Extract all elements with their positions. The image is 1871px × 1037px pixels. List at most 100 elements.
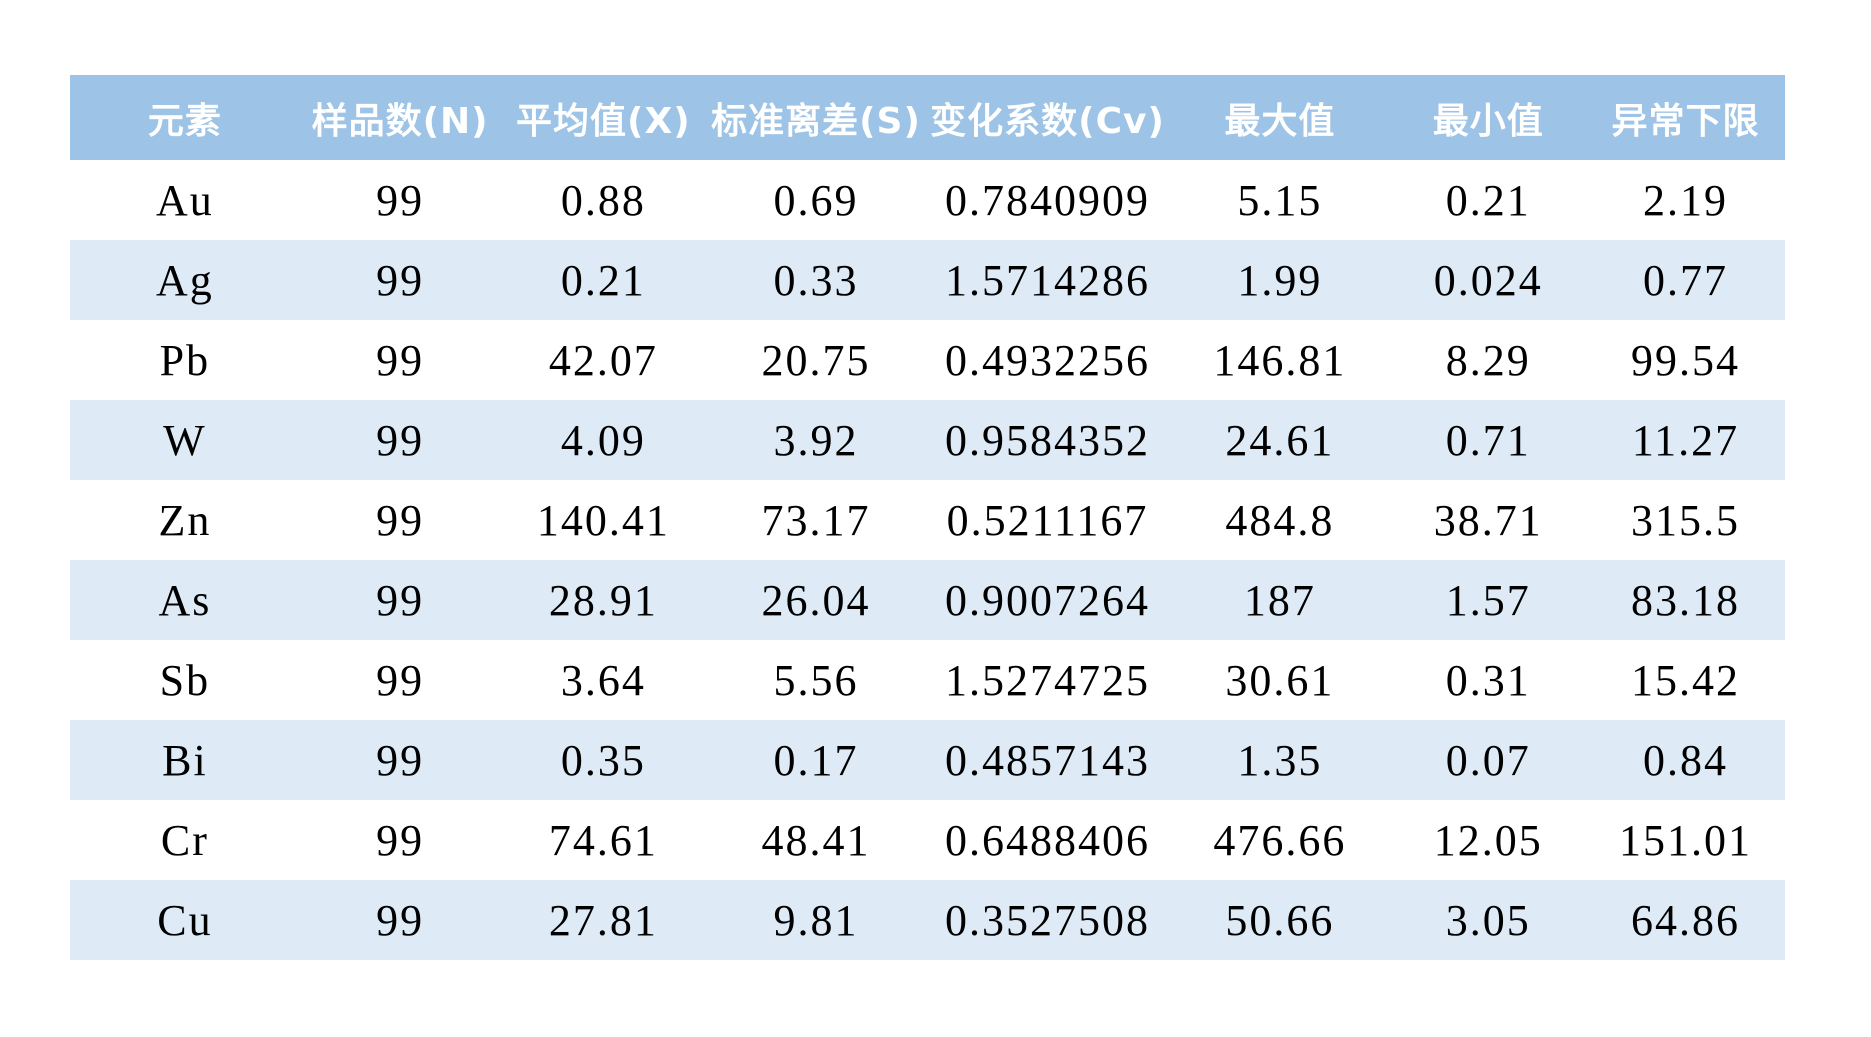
value-cell: 0.6488406 xyxy=(945,815,1150,865)
value-cell: 0.21 xyxy=(1445,175,1531,225)
element-symbol-cell: Bi xyxy=(162,735,208,785)
value-cell: 74.61 xyxy=(548,815,658,865)
value-cell: 0.21 xyxy=(560,255,646,305)
table-row: Zn 99 140.41 73.17 0.5211167 484.8 38.71 315.5 xyxy=(70,480,1785,560)
table-row: Ag 99 0.21 0.33 1.5714286 1.99 0.024 0.77 xyxy=(70,240,1785,320)
column-header-element: 元素 xyxy=(70,75,300,160)
column-header-sample-count: 样品数(N) xyxy=(299,75,501,160)
value-cell: 0.31 xyxy=(1445,655,1531,705)
table-row: Bi 99 0.35 0.17 0.4857143 1.35 0.07 0.84 xyxy=(70,720,1785,800)
value-cell: 0.9007264 xyxy=(945,575,1150,625)
value-cell: 99 xyxy=(376,815,425,865)
element-symbol-cell: Ag xyxy=(156,255,214,305)
value-cell: 27.81 xyxy=(548,895,658,945)
value-cell: 28.91 xyxy=(548,575,658,625)
value-cell: 0.07 xyxy=(1445,735,1531,785)
value-cell: 1.57 xyxy=(1445,575,1531,625)
value-cell: 187 xyxy=(1243,575,1316,625)
value-cell: 0.88 xyxy=(560,175,646,225)
table-body: Au 99 0.88 0.69 0.7840909 5.15 0.21 2.19 Ag 99 0.2… xyxy=(70,160,1785,960)
value-cell: 140.41 xyxy=(536,495,670,545)
value-cell: 0.7840909 xyxy=(945,175,1150,225)
value-cell: 24.61 xyxy=(1225,415,1335,465)
value-cell: 83.18 xyxy=(1631,575,1740,625)
element-statistics-table: 元素 样品数(N) 平均值(X) 标准离差(S) 变化系数(Cv) 最大值 最小… xyxy=(70,75,1785,960)
value-cell: 99.54 xyxy=(1631,335,1740,385)
element-symbol-cell: Pb xyxy=(159,335,211,385)
value-cell: 42.07 xyxy=(548,335,658,385)
value-cell: 11.27 xyxy=(1631,415,1740,465)
value-cell: 99 xyxy=(376,735,425,785)
value-cell: 1.35 xyxy=(1237,735,1323,785)
value-cell: 146.81 xyxy=(1213,335,1347,385)
value-cell: 50.66 xyxy=(1225,895,1335,945)
value-cell: 0.77 xyxy=(1643,255,1728,305)
header-row: 元素 样品数(N) 平均值(X) 标准离差(S) 变化系数(Cv) 最大值 最小… xyxy=(70,75,1785,160)
value-cell: 5.15 xyxy=(1237,175,1323,225)
table-row: Cr 99 74.61 48.41 0.6488406 476.66 12.05 151.01 xyxy=(70,800,1785,880)
value-cell: 476.66 xyxy=(1213,815,1347,865)
value-cell: 4.09 xyxy=(560,415,646,465)
value-cell: 484.8 xyxy=(1225,495,1335,545)
column-header-max: 最大值 xyxy=(1169,75,1391,160)
value-cell: 0.84 xyxy=(1643,735,1728,785)
value-cell: 315.5 xyxy=(1631,495,1740,545)
value-cell: 73.17 xyxy=(761,495,871,545)
element-symbol-cell: Cu xyxy=(157,895,213,945)
value-cell: 15.42 xyxy=(1631,655,1740,705)
element-symbol-cell: As xyxy=(158,575,212,625)
value-cell: 99 xyxy=(376,895,425,945)
value-cell: 3.92 xyxy=(773,415,859,465)
value-cell: 0.33 xyxy=(773,255,859,305)
table-row: Sb 99 3.64 5.56 1.5274725 30.61 0.31 15.42 xyxy=(70,640,1785,720)
value-cell: 99 xyxy=(376,655,425,705)
table-row: Au 99 0.88 0.69 0.7840909 5.15 0.21 2.19 xyxy=(70,160,1785,240)
value-cell: 0.17 xyxy=(773,735,859,785)
value-cell: 48.41 xyxy=(761,815,871,865)
value-cell: 151.01 xyxy=(1619,815,1752,865)
column-header-min: 最小值 xyxy=(1390,75,1586,160)
value-cell: 26.04 xyxy=(761,575,871,625)
value-cell: 38.71 xyxy=(1433,495,1543,545)
value-cell: 3.64 xyxy=(560,655,646,705)
value-cell: 64.86 xyxy=(1631,895,1740,945)
element-symbol-cell: Zn xyxy=(158,495,212,545)
table-row: Cu 99 27.81 9.81 0.3527508 50.66 3.05 64.86 xyxy=(70,880,1785,960)
value-cell: 0.71 xyxy=(1445,415,1531,465)
value-cell: 8.29 xyxy=(1445,335,1531,385)
value-cell: 99 xyxy=(376,415,425,465)
value-cell: 0.35 xyxy=(560,735,646,785)
element-symbol-cell: Sb xyxy=(159,655,211,705)
value-cell: 0.4932256 xyxy=(945,335,1150,385)
value-cell: 12.05 xyxy=(1433,815,1543,865)
value-cell: 0.5211167 xyxy=(946,495,1149,545)
table-row: W 99 4.09 3.92 0.9584352 24.61 0.71 11.27 xyxy=(70,400,1785,480)
value-cell: 0.69 xyxy=(773,175,859,225)
value-cell: 0.024 xyxy=(1433,255,1543,305)
table-row: Pb 99 42.07 20.75 0.4932256 146.81 8.29 99.54 xyxy=(70,320,1785,400)
value-cell: 99 xyxy=(376,495,425,545)
value-cell: 99 xyxy=(376,255,425,305)
element-symbol-cell: Cr xyxy=(160,815,209,865)
table-row: As 99 28.91 26.04 0.9007264 187 1.57 83.18 xyxy=(70,560,1785,640)
value-cell: 3.05 xyxy=(1445,895,1531,945)
value-cell: 99 xyxy=(376,335,425,385)
value-cell: 1.99 xyxy=(1237,255,1323,305)
element-symbol-cell: Au xyxy=(156,175,214,225)
value-cell: 1.5714286 xyxy=(945,255,1150,305)
value-cell: 0.4857143 xyxy=(945,735,1150,785)
column-header-anomaly-lower-limit: 异常下限 xyxy=(1586,75,1785,160)
value-cell: 99 xyxy=(376,175,425,225)
value-cell: 0.3527508 xyxy=(945,895,1150,945)
value-cell: 5.56 xyxy=(773,655,859,705)
value-cell: 1.5274725 xyxy=(945,655,1150,705)
value-cell: 99 xyxy=(376,575,425,625)
column-header-mean: 平均值(X) xyxy=(500,75,707,160)
value-cell: 2.19 xyxy=(1643,175,1728,225)
value-cell: 20.75 xyxy=(761,335,871,385)
value-cell: 30.61 xyxy=(1225,655,1335,705)
column-header-cv: 变化系数(Cv) xyxy=(925,75,1170,160)
value-cell: 9.81 xyxy=(773,895,859,945)
value-cell: 0.9584352 xyxy=(945,415,1150,465)
